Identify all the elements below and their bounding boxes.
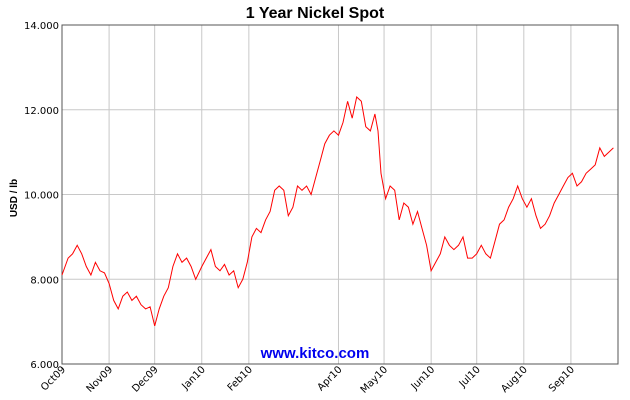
plot-area-border	[61, 24, 619, 365]
x-tick-label: Jan10	[179, 364, 207, 392]
x-tick-label: Dec09	[130, 364, 160, 394]
x-axis-ticks: Oct09 Nov09 Dec09 Jan10 Feb10 Apr10 May10 Jun10…	[39, 364, 577, 395]
y-tick-label: 6.000	[30, 360, 59, 371]
y-tick-label: 12.000	[24, 106, 59, 117]
price-series-line	[61, 96, 614, 327]
y-tick-label: 14.000	[24, 21, 59, 32]
grid-lines	[61, 24, 618, 365]
x-tick-label: May10	[359, 364, 390, 395]
x-tick-label: Feb10	[226, 364, 255, 393]
x-tick-label: Aug10	[499, 364, 530, 395]
x-tick-label: Apr10	[316, 364, 345, 393]
x-tick-label: Jun10	[409, 364, 438, 393]
y-tick-label: 8.000	[30, 275, 59, 286]
chart-title: 1 Year Nickel Spot	[246, 5, 385, 22]
x-tick-label: Nov09	[85, 364, 116, 395]
y-axis-ticks: 6.000 8.000 10.000 12.000 14.000	[24, 21, 59, 371]
watermark-text[interactable]: www.kitco.com	[260, 345, 370, 362]
x-tick-label: Jul10	[457, 364, 483, 390]
y-axis-label: USD / lb	[9, 179, 20, 217]
x-tick-label: Sep10	[547, 364, 577, 394]
y-tick-label: 10.000	[24, 191, 59, 202]
